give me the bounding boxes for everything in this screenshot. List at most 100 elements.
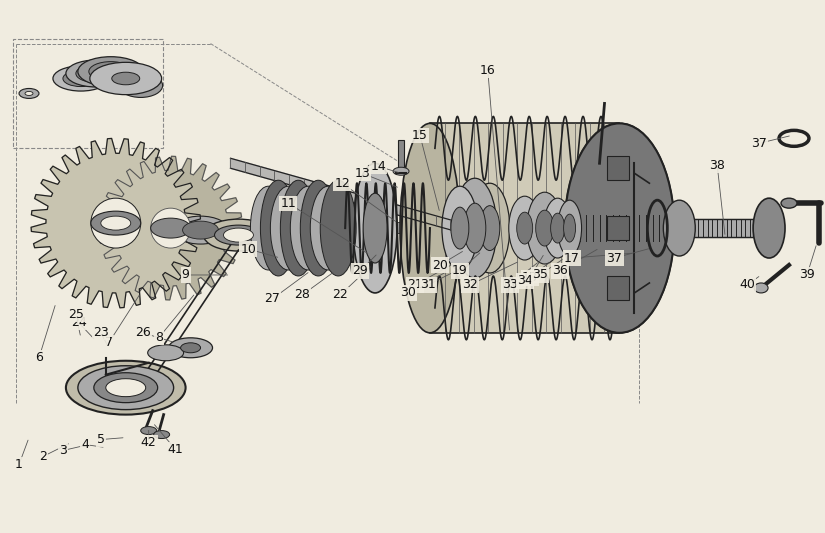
Ellipse shape <box>90 62 162 95</box>
Circle shape <box>151 208 191 248</box>
Ellipse shape <box>300 180 337 276</box>
Text: 11: 11 <box>280 197 296 209</box>
Ellipse shape <box>464 203 486 253</box>
Ellipse shape <box>76 64 116 83</box>
Ellipse shape <box>280 180 316 276</box>
Text: 26: 26 <box>134 326 151 340</box>
Text: 40: 40 <box>739 278 755 292</box>
Ellipse shape <box>204 219 273 251</box>
Ellipse shape <box>153 431 170 439</box>
Text: 1: 1 <box>15 458 23 471</box>
Ellipse shape <box>214 225 262 245</box>
Text: 33: 33 <box>502 278 517 292</box>
Ellipse shape <box>119 74 163 98</box>
Bar <box>607 216 629 240</box>
Text: 37: 37 <box>606 252 622 264</box>
Ellipse shape <box>271 186 306 270</box>
Ellipse shape <box>393 167 409 175</box>
Text: 21: 21 <box>407 278 423 292</box>
Ellipse shape <box>480 206 500 251</box>
Ellipse shape <box>106 379 146 397</box>
Ellipse shape <box>320 180 356 276</box>
Polygon shape <box>31 139 200 308</box>
Text: 32: 32 <box>462 278 478 292</box>
Ellipse shape <box>442 186 478 270</box>
Text: 29: 29 <box>352 264 368 278</box>
Text: 28: 28 <box>295 288 310 302</box>
Text: 19: 19 <box>452 264 468 278</box>
Polygon shape <box>99 156 243 300</box>
Ellipse shape <box>310 186 346 270</box>
Ellipse shape <box>261 180 296 276</box>
Text: 37: 37 <box>751 137 767 150</box>
Ellipse shape <box>564 123 674 333</box>
Text: 13: 13 <box>354 167 370 180</box>
Ellipse shape <box>101 216 130 230</box>
Text: 24: 24 <box>71 317 87 329</box>
Text: 7: 7 <box>105 336 113 349</box>
Text: 18: 18 <box>521 271 538 285</box>
Ellipse shape <box>754 283 768 293</box>
Bar <box>607 276 629 300</box>
Ellipse shape <box>781 198 797 208</box>
Text: 17: 17 <box>563 252 579 264</box>
Text: 36: 36 <box>552 264 568 278</box>
Text: 27: 27 <box>265 293 280 305</box>
Ellipse shape <box>509 196 540 260</box>
Text: 39: 39 <box>799 269 815 281</box>
Polygon shape <box>679 219 769 237</box>
Ellipse shape <box>66 60 125 87</box>
Ellipse shape <box>172 216 229 244</box>
Bar <box>116 223 520 233</box>
Text: 2: 2 <box>39 450 47 463</box>
Ellipse shape <box>63 70 99 86</box>
Text: 8: 8 <box>154 332 163 344</box>
Text: 12: 12 <box>334 177 350 190</box>
Ellipse shape <box>363 193 387 263</box>
Text: 22: 22 <box>332 288 348 302</box>
Text: 25: 25 <box>68 309 84 321</box>
Ellipse shape <box>111 72 139 85</box>
Ellipse shape <box>550 213 564 243</box>
Text: 15: 15 <box>412 129 428 142</box>
Ellipse shape <box>53 66 109 91</box>
Ellipse shape <box>453 178 497 278</box>
Ellipse shape <box>290 186 326 270</box>
Polygon shape <box>230 158 480 238</box>
Ellipse shape <box>558 200 582 256</box>
Bar <box>398 140 404 168</box>
Ellipse shape <box>353 163 397 293</box>
Text: 10: 10 <box>241 243 257 255</box>
Ellipse shape <box>663 200 695 256</box>
Circle shape <box>91 198 141 248</box>
Text: 30: 30 <box>400 286 416 300</box>
Ellipse shape <box>400 123 460 333</box>
Ellipse shape <box>151 218 191 238</box>
Text: 42: 42 <box>141 436 157 449</box>
Text: 38: 38 <box>710 159 725 172</box>
Text: 41: 41 <box>167 443 183 456</box>
Ellipse shape <box>251 186 286 270</box>
Ellipse shape <box>181 343 200 353</box>
Ellipse shape <box>182 221 219 239</box>
Ellipse shape <box>78 56 144 86</box>
Text: 35: 35 <box>532 269 548 281</box>
Text: 31: 31 <box>420 278 436 292</box>
Ellipse shape <box>535 210 554 246</box>
Ellipse shape <box>564 123 674 333</box>
Ellipse shape <box>168 338 213 358</box>
Ellipse shape <box>224 228 253 242</box>
Text: 4: 4 <box>81 438 89 451</box>
Ellipse shape <box>94 373 158 402</box>
Text: 6: 6 <box>35 351 43 364</box>
Ellipse shape <box>753 198 785 258</box>
Ellipse shape <box>78 366 173 410</box>
Ellipse shape <box>516 212 533 244</box>
Text: 5: 5 <box>97 433 105 446</box>
Ellipse shape <box>91 211 141 235</box>
Ellipse shape <box>563 214 576 242</box>
Ellipse shape <box>470 183 510 273</box>
Text: 23: 23 <box>93 326 109 340</box>
Ellipse shape <box>19 88 39 99</box>
Text: 16: 16 <box>480 64 496 77</box>
